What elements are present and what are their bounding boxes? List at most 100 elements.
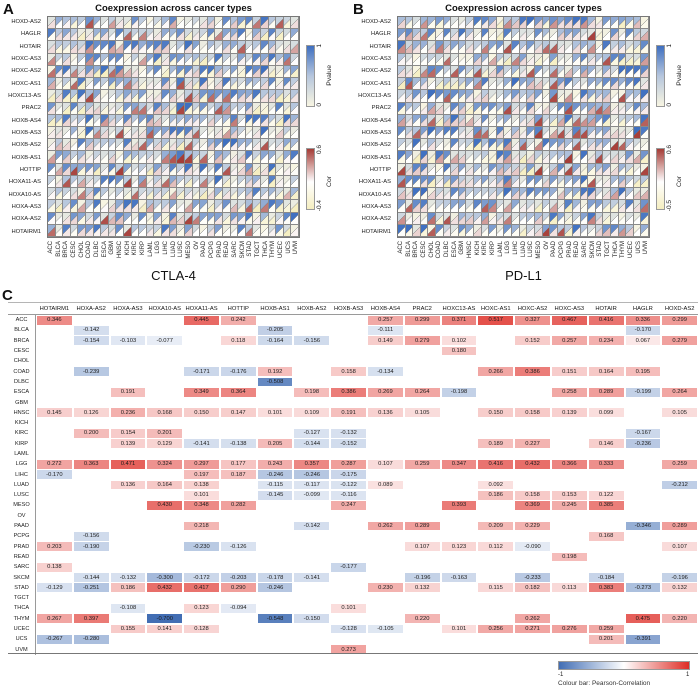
coexpression-cell — [550, 127, 558, 140]
correlation-value: -0.090 — [515, 542, 550, 552]
coexpression-cell — [534, 151, 543, 164]
coexpression-cell — [283, 114, 292, 127]
coexpression-cell — [512, 151, 520, 164]
coexpression-cell — [489, 90, 497, 103]
table-row-label: KIRC — [8, 428, 36, 439]
coexpression-cell — [451, 212, 459, 225]
coexpression-cell — [260, 29, 269, 42]
coexpression-cell — [519, 41, 528, 54]
table-row: SARC 0.138 -0.177 — [8, 562, 698, 573]
coexpression-cell — [443, 114, 452, 127]
coexpression-cell — [245, 127, 254, 140]
table-row-label: THCA — [8, 603, 36, 614]
coexpression-cell — [641, 163, 649, 176]
heat-row-label: HOXB-AS1 — [361, 154, 391, 161]
table-cell: 0.187 — [220, 469, 257, 479]
coexpression-cell — [398, 17, 406, 30]
table-cell — [477, 387, 514, 397]
table-cell: 0.242 — [220, 315, 257, 325]
table-cell: 0.333 — [588, 459, 625, 469]
table-cell — [220, 511, 257, 521]
table-cell — [441, 531, 478, 541]
correlation-value: 0.164 — [588, 367, 624, 377]
coexpression-cell — [398, 29, 406, 42]
coexpression-cell — [169, 188, 178, 201]
table-cell: 0.123 — [441, 542, 478, 552]
coexpression-cell — [610, 163, 619, 176]
coexpression-cell — [238, 212, 246, 225]
table-cell — [661, 469, 698, 479]
table-cell: -0.246 — [257, 469, 294, 479]
heat-col-label: BLCA — [55, 241, 62, 257]
table-cell — [146, 366, 183, 376]
coexpression-cell — [131, 114, 140, 127]
coexpression-cell — [610, 29, 619, 42]
heat-row-label: HOXA-AS2 — [361, 216, 391, 223]
coexpression-cell — [86, 29, 94, 42]
coexpression-cell — [78, 114, 87, 127]
table-cell: 0.152 — [514, 336, 551, 346]
table-cell — [73, 603, 110, 613]
table-cell — [625, 408, 662, 418]
table-cell — [73, 377, 110, 387]
table-cell — [293, 500, 330, 510]
table-cell — [661, 397, 698, 407]
table-cell — [441, 469, 478, 479]
coexpression-cell — [260, 224, 269, 237]
table-cell: -0.236 — [625, 439, 662, 449]
coexpression-cell — [603, 29, 611, 42]
table-cell — [514, 418, 551, 428]
table-cell — [367, 542, 404, 552]
table-cell — [146, 449, 183, 459]
coexpression-cell — [603, 53, 611, 66]
correlation-value: 0.205 — [257, 439, 293, 449]
coexpression-cell — [268, 163, 277, 176]
coexpression-cell — [146, 200, 155, 213]
table-row-label: READ — [8, 551, 36, 563]
coexpression-cell — [527, 139, 535, 152]
table-cell — [551, 397, 588, 407]
coexpression-cell — [291, 212, 299, 225]
table-cell — [73, 521, 110, 531]
coexpression-cell — [169, 90, 178, 103]
coexpression-cell — [55, 114, 64, 127]
correlation-value: 0.189 — [478, 439, 514, 449]
coexpression-cell — [276, 17, 284, 30]
coexpression-cell — [610, 114, 619, 127]
coexpression-cell — [48, 53, 56, 66]
coexpression-cell — [207, 17, 216, 30]
table-cell — [441, 521, 478, 531]
coexpression-cell — [63, 139, 71, 152]
coexpression-cell — [162, 175, 170, 189]
table-cell — [73, 624, 110, 634]
table-cell — [477, 418, 514, 428]
coexpression-cell — [443, 175, 452, 189]
coexpression-cell — [86, 175, 94, 189]
table-cell: -0.156 — [293, 336, 330, 346]
heat-col-label: UCEC — [627, 241, 634, 259]
coexpression-cell — [405, 102, 414, 115]
table-cell — [367, 469, 404, 479]
table-cell: 0.113 — [551, 583, 588, 593]
coexpression-cell — [260, 65, 269, 79]
table-cell: -0.184 — [588, 572, 625, 582]
table-cell: 0.267 — [36, 614, 73, 624]
coexpression-cell — [496, 17, 505, 30]
table-cell — [551, 449, 588, 459]
coexpression-cell — [207, 175, 216, 189]
heat-col-label: HNSC — [116, 241, 123, 259]
correlation-value: -0.246 — [257, 583, 293, 593]
table-cell — [146, 521, 183, 531]
table-cell — [551, 634, 588, 644]
table-cell: 0.234 — [588, 336, 625, 346]
table-cell: 0.205 — [257, 439, 294, 449]
heat-col-label: READ — [574, 241, 581, 258]
coexpression-cell — [131, 212, 140, 225]
coexpression-cell — [63, 17, 71, 30]
table-row-label: CESC — [8, 345, 36, 357]
coexpression-cell — [276, 114, 284, 127]
table-cell — [36, 572, 73, 582]
table-cell: 0.432 — [514, 459, 551, 469]
table-cell — [625, 531, 662, 541]
coexpression-cell — [63, 53, 71, 66]
